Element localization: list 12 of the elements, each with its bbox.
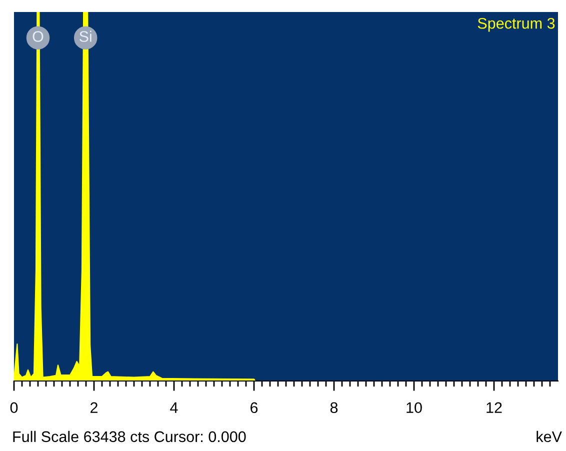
x-tick-label: 2	[90, 402, 98, 413]
x-tick-label: 10	[406, 402, 422, 414]
text: Full Scale 63438 cts Cursor: 0.000	[13, 430, 246, 442]
annotation: Si	[80, 30, 92, 42]
x-tick-label: 0	[10, 402, 18, 414]
x-axis-title: keV	[536, 430, 562, 442]
x-tick-label: 6	[250, 402, 258, 414]
x-tick-label: 12	[486, 402, 502, 413]
chart-title: Spectrum 3	[478, 18, 555, 32]
annotation: O	[32, 31, 44, 42]
x-tick-label: 4	[170, 402, 178, 413]
x-tick-label: 8	[330, 402, 338, 414]
